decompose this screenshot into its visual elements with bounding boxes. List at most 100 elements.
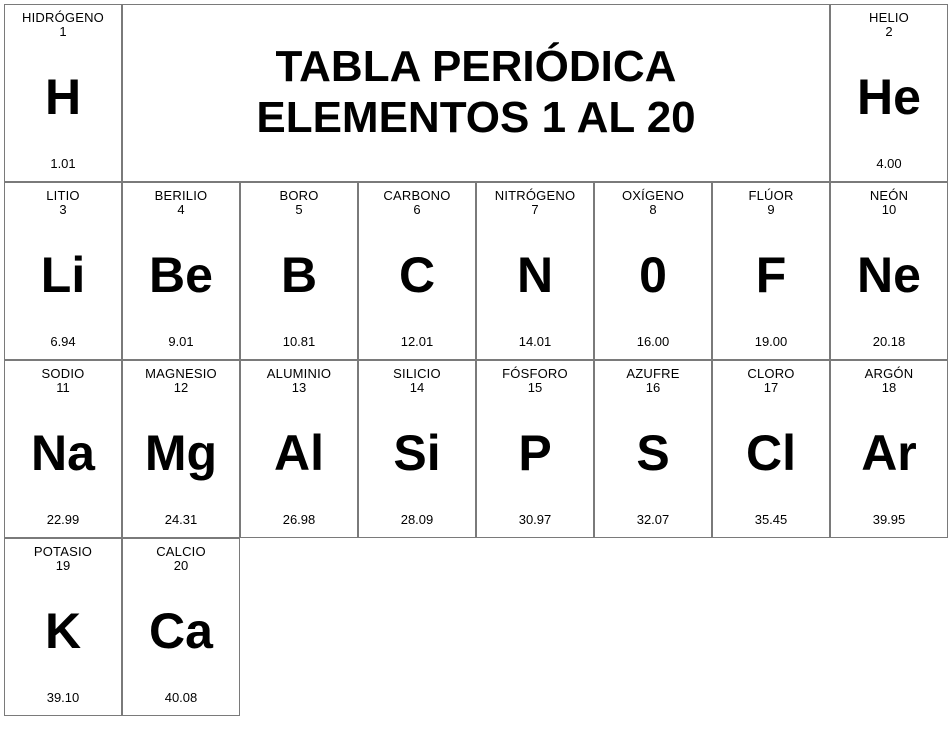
element-cell: FÓSFORO15 P 30.97 <box>476 360 594 538</box>
element-name: MAGNESIO <box>145 367 217 381</box>
element-cell: CLORO17 Cl 35.45 <box>712 360 830 538</box>
element-name: POTASIO <box>34 545 92 559</box>
element-number: 15 <box>528 381 542 395</box>
element-number: 10 <box>882 203 896 217</box>
element-symbol: F <box>756 250 787 300</box>
element-cell: ALUMINIO13 Al 26.98 <box>240 360 358 538</box>
element-number: 4 <box>177 203 184 217</box>
element-number: 13 <box>292 381 306 395</box>
element-mass: 35.45 <box>755 512 788 527</box>
element-symbol: Ca <box>149 606 213 656</box>
element-symbol: Si <box>393 428 440 478</box>
element-symbol: Cl <box>746 428 796 478</box>
element-symbol: Li <box>41 250 85 300</box>
element-mass: 6.94 <box>50 334 75 349</box>
element-name: BERILIO <box>155 189 208 203</box>
element-cell: SODIO11 Na 22.99 <box>4 360 122 538</box>
element-number: 20 <box>174 559 188 573</box>
element-name: CLORO <box>747 367 794 381</box>
element-mass: 39.95 <box>873 512 906 527</box>
element-cell: FLÚOR9 F 19.00 <box>712 182 830 360</box>
element-number: 7 <box>531 203 538 217</box>
element-number: 11 <box>56 381 70 395</box>
element-cell: MAGNESIO12 Mg 24.31 <box>122 360 240 538</box>
element-symbol: S <box>636 428 669 478</box>
element-cell: CALCIO20 Ca 40.08 <box>122 538 240 716</box>
element-name: ALUMINIO <box>267 367 331 381</box>
element-cell: ARGÓN18 Ar 39.95 <box>830 360 948 538</box>
element-name: FÓSFORO <box>502 367 568 381</box>
element-cell: HIDRÓGENO 1 H 1.01 <box>4 4 122 182</box>
element-number: 1 <box>59 25 66 39</box>
table-row: SODIO11 Na 22.99 MAGNESIO12 Mg 24.31 ALU… <box>4 360 948 538</box>
element-cell: BORO5 B 10.81 <box>240 182 358 360</box>
element-mass: 40.08 <box>165 690 198 705</box>
periodic-table: HIDRÓGENO 1 H 1.01 TABLA PERIÓDICA ELEME… <box>0 0 952 720</box>
element-mass: 22.99 <box>47 512 80 527</box>
element-name: CARBONO <box>383 189 450 203</box>
element-mass: 32.07 <box>637 512 670 527</box>
element-symbol: H <box>45 72 81 122</box>
element-cell: LITIO3 Li 6.94 <box>4 182 122 360</box>
element-number: 16 <box>646 381 660 395</box>
element-symbol: 0 <box>639 250 667 300</box>
element-mass: 28.09 <box>401 512 434 527</box>
element-number: 19 <box>56 559 70 573</box>
element-number: 8 <box>649 203 656 217</box>
element-mass: 30.97 <box>519 512 552 527</box>
element-mass: 9.01 <box>168 334 193 349</box>
element-cell: POTASIO19 K 39.10 <box>4 538 122 716</box>
element-number: 18 <box>882 381 896 395</box>
element-symbol: B <box>281 250 317 300</box>
element-number: 5 <box>295 203 302 217</box>
element-cell: HELIO 2 He 4.00 <box>830 4 948 182</box>
table-row: HIDRÓGENO 1 H 1.01 TABLA PERIÓDICA ELEME… <box>4 4 948 182</box>
element-name: OXÍGENO <box>622 189 684 203</box>
element-symbol: Na <box>31 428 95 478</box>
element-number: 3 <box>59 203 66 217</box>
table-title: TABLA PERIÓDICA ELEMENTOS 1 AL 20 <box>122 4 830 182</box>
element-name: ARGÓN <box>865 367 914 381</box>
element-number: 6 <box>413 203 420 217</box>
element-mass: 4.00 <box>876 156 901 171</box>
element-mass: 1.01 <box>50 156 75 171</box>
element-number: 14 <box>410 381 424 395</box>
element-number: 9 <box>767 203 774 217</box>
element-mass: 20.18 <box>873 334 906 349</box>
element-symbol: C <box>399 250 435 300</box>
element-name: CALCIO <box>156 545 206 559</box>
element-cell: SILICIO14 Si 28.09 <box>358 360 476 538</box>
element-number: 17 <box>764 381 778 395</box>
element-symbol: Be <box>149 250 213 300</box>
table-row: LITIO3 Li 6.94 BERILIO4 Be 9.01 BORO5 B … <box>4 182 948 360</box>
element-cell: AZUFRE16 S 32.07 <box>594 360 712 538</box>
element-symbol: Mg <box>145 428 217 478</box>
element-name: AZUFRE <box>626 367 679 381</box>
element-mass: 26.98 <box>283 512 316 527</box>
element-mass: 10.81 <box>283 334 316 349</box>
element-symbol: Ne <box>857 250 921 300</box>
element-cell: NITRÓGENO7 N 14.01 <box>476 182 594 360</box>
element-mass: 14.01 <box>519 334 552 349</box>
element-mass: 19.00 <box>755 334 788 349</box>
element-mass: 16.00 <box>637 334 670 349</box>
element-symbol: K <box>45 606 81 656</box>
element-number: 12 <box>174 381 188 395</box>
element-name: SILICIO <box>393 367 441 381</box>
element-name: NITRÓGENO <box>495 189 576 203</box>
element-name: HIDRÓGENO <box>22 11 104 25</box>
element-symbol: Ar <box>861 428 917 478</box>
element-name: NEÓN <box>870 189 908 203</box>
title-line-1: TABLA PERIÓDICA <box>256 42 695 93</box>
element-mass: 39.10 <box>47 690 80 705</box>
element-symbol: N <box>517 250 553 300</box>
element-symbol: He <box>857 72 921 122</box>
element-symbol: Al <box>274 428 324 478</box>
element-cell: NEÓN10 Ne 20.18 <box>830 182 948 360</box>
table-row: POTASIO19 K 39.10 CALCIO20 Ca 40.08 <box>4 538 948 716</box>
element-symbol: P <box>518 428 551 478</box>
element-name: BORO <box>279 189 318 203</box>
element-cell: BERILIO4 Be 9.01 <box>122 182 240 360</box>
element-number: 2 <box>885 25 892 39</box>
element-name: LITIO <box>46 189 80 203</box>
